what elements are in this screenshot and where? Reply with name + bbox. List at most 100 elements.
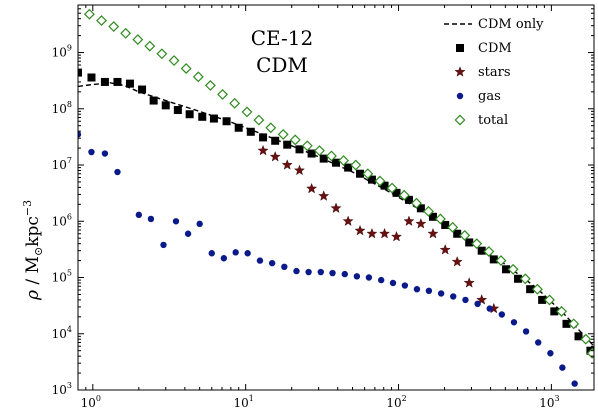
series-cdm-point: [538, 295, 547, 304]
series-total-point: [374, 175, 386, 187]
y-tick-label: 103: [52, 381, 72, 397]
series-gas-point: [88, 148, 95, 156]
y-tick-label: 108: [52, 100, 72, 116]
series-gas-point: [401, 282, 409, 289]
series-total-point: [83, 8, 95, 20]
legend-symbol: [454, 66, 466, 77]
series-stars-point: [476, 294, 488, 305]
series-cdm-point: [428, 212, 437, 221]
series-total-point: [301, 140, 313, 152]
series-cdm-point: [125, 79, 134, 88]
series-total-point: [132, 34, 144, 46]
plot-marks: [78, 8, 594, 387]
series-total-point: [507, 263, 519, 275]
series-cdm-point: [550, 307, 559, 316]
series-gas-point: [196, 220, 203, 228]
series-gas-point: [437, 290, 445, 297]
series-cdm-point: [295, 145, 304, 154]
series-stars-point: [403, 215, 415, 226]
series-total-point: [568, 318, 580, 330]
series-total-point: [229, 97, 241, 109]
series-total-point: [241, 106, 253, 118]
series-cdm-point: [87, 73, 96, 82]
series-stars-point: [330, 202, 342, 213]
ylabel-unit: kpc: [23, 216, 43, 247]
series-gas-point: [256, 257, 264, 264]
series-gas-point: [114, 168, 121, 176]
series-gas-point: [220, 255, 228, 262]
series-total-point: [386, 182, 398, 194]
series-cdm-point: [222, 117, 231, 126]
legend-label: CDM: [478, 41, 512, 56]
series-gas-point: [172, 218, 180, 225]
series-cdm-point: [441, 220, 450, 229]
series-gas-point: [559, 364, 566, 371]
series-cdm-point: [392, 188, 401, 197]
series-total-point: [338, 155, 350, 167]
series-total-point: [192, 71, 204, 83]
series-total-point: [265, 122, 277, 134]
series-stars-point: [306, 182, 318, 194]
series-gas-point: [208, 250, 215, 257]
series-total-point: [544, 294, 555, 306]
series-total-point: [398, 189, 410, 201]
series-gas-point: [232, 249, 239, 256]
ylabel-exp: −3: [21, 200, 34, 216]
series-gas-point: [160, 241, 167, 249]
series-cdm-point: [113, 77, 122, 86]
legend-symbol: [454, 114, 466, 126]
legend-label: total: [478, 113, 508, 128]
series-gas-point: [341, 270, 348, 278]
series-total-point: [362, 168, 374, 180]
series-cdm-point: [138, 85, 147, 94]
plot-frame: [77, 4, 595, 391]
series-cdm-point: [465, 238, 474, 247]
series-gas-point: [547, 350, 554, 357]
series-stars-point: [294, 164, 305, 176]
legend-symbol: [456, 44, 464, 52]
legend-item-gas: gas: [456, 89, 501, 104]
series-stars-point: [269, 151, 281, 162]
svg-text:ρ / M⊙kpc−3: ρ / M⊙kpc−3: [21, 200, 45, 301]
series-total-point: [168, 55, 180, 67]
series-total-point: [580, 333, 592, 345]
series-cdm-point: [209, 114, 218, 123]
series-gas-point: [78, 131, 82, 138]
series-gas-point: [522, 328, 530, 335]
annotation: CE-12 CDM: [251, 26, 313, 77]
series-total-point: [325, 150, 337, 162]
series-cdm-point: [489, 255, 498, 264]
series-stars-point: [342, 215, 354, 226]
x-tick-label: 102: [386, 394, 406, 410]
series-gas-point: [413, 285, 421, 293]
series-stars-point: [257, 144, 269, 156]
series-gas-point: [389, 279, 397, 287]
series-cdm-point: [380, 181, 389, 190]
series-gas-point: [425, 287, 433, 295]
annotation-line-1: CE-12: [251, 26, 313, 50]
series-stars-point: [391, 230, 402, 242]
series-stars-point: [463, 277, 475, 288]
series-total-point: [350, 159, 362, 171]
series-stars-point: [366, 227, 378, 239]
series-total-point: [423, 205, 434, 217]
y-axis-label: ρ / M⊙kpc−3: [21, 200, 45, 301]
series-stars-point: [415, 218, 427, 229]
series-cdm-point: [526, 285, 535, 294]
y-tick-label: 109: [52, 44, 72, 60]
series-cdm-only-line: [78, 82, 594, 347]
legend-item-total: total: [454, 113, 508, 128]
series-cdm-point: [149, 96, 158, 105]
series-total-point: [483, 246, 495, 257]
series-cdm-point: [574, 332, 583, 341]
series-cdm-point: [502, 265, 511, 274]
series-total-point: [144, 40, 156, 52]
series-total-point: [434, 213, 446, 225]
series-gas-point: [101, 150, 109, 157]
legend-item-stars: stars: [454, 65, 511, 80]
series-gas-point: [377, 276, 385, 284]
series-gas-point: [147, 215, 155, 223]
series-gas-point: [353, 273, 361, 280]
series-cdm-point: [161, 101, 170, 110]
y-tick-label: 107: [52, 156, 72, 172]
